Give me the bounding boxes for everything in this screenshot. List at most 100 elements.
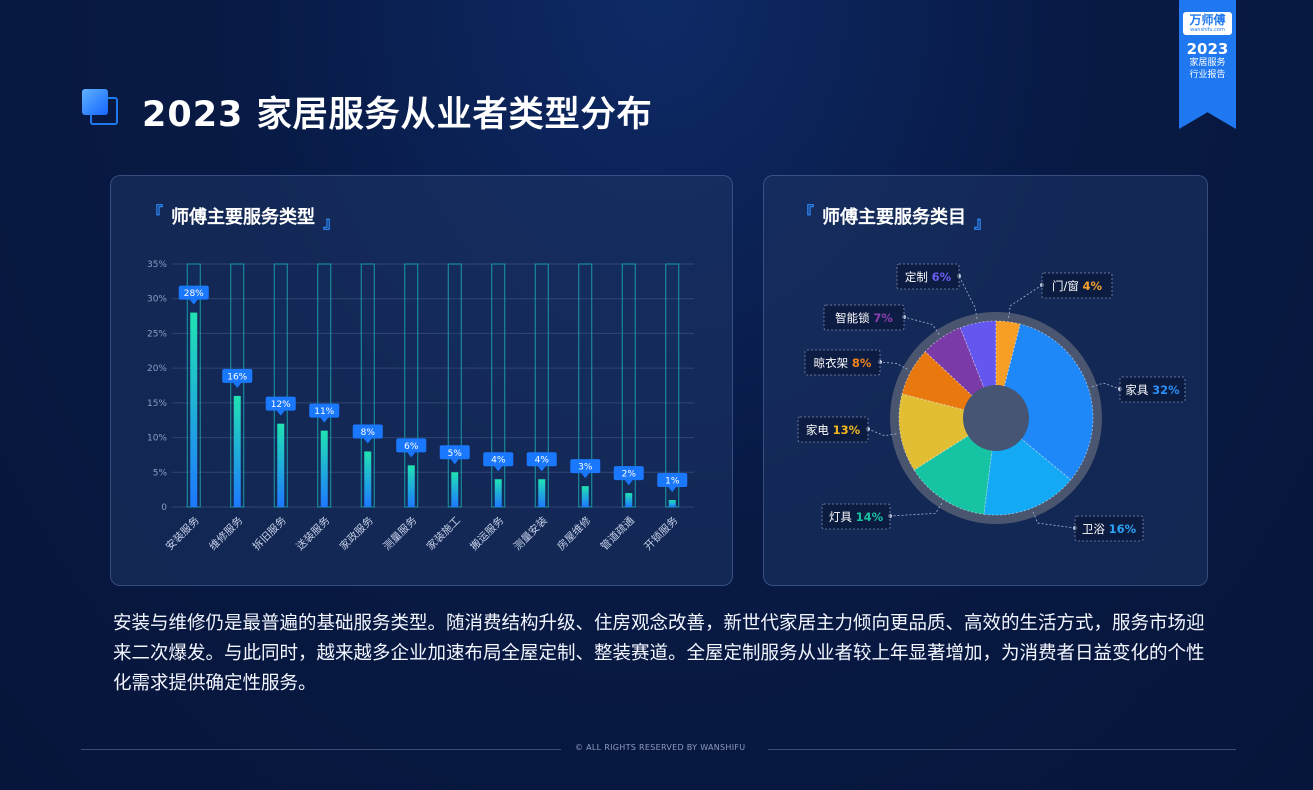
value-badge (483, 452, 514, 467)
y-tick-label: 25% (147, 329, 167, 339)
title-icon (82, 89, 118, 125)
slice-name: 门/窗 (1052, 279, 1083, 293)
bar (233, 395, 241, 507)
bar (364, 451, 372, 507)
ribbon-line1: 家居服务 (1189, 58, 1226, 68)
footer-divider-left (81, 749, 561, 750)
slice-label: 晾衣架 8% (814, 356, 872, 370)
panel-title: 『 师傅主要服务类型 』 (147, 203, 340, 232)
value-label: 12% (271, 400, 291, 410)
value-badge (178, 285, 209, 300)
value-badge-pointer (624, 480, 633, 486)
slice-label-box (1074, 515, 1144, 542)
x-tick-label: 开锁服务 (641, 514, 680, 553)
slice-value: 4% (1083, 279, 1103, 293)
slice-label-box (1119, 376, 1186, 403)
slice-label-box (804, 349, 881, 376)
slice-label: 门/窗 4% (1052, 279, 1103, 293)
service-type-panel: 『 师傅主要服务类型 』 0 5% 10% 15% 20% 25% 30% 35% 28% 安装服… (110, 175, 733, 586)
value-badge (222, 368, 253, 383)
y-tick-label: 30% (147, 295, 167, 305)
x-tick-label: 测量安装 (511, 514, 550, 553)
leader-line (1032, 511, 1076, 529)
slice-name: 定制 (905, 270, 932, 284)
description-text: 安装与维修仍是最普遍的基础服务类型。随消费结构升级、住房观念改善，新世代家居主力… (113, 613, 1205, 694)
slice-name: 家电 (806, 423, 833, 437)
pie-center (963, 385, 1029, 451)
brand-ribbon: 万师傅 wanshifu.com 2023 家居服务 行业报告 (1179, 0, 1236, 129)
slice-label-box (1041, 272, 1113, 299)
ribbon-year: 2023 (1186, 40, 1229, 58)
slice-value: 7% (873, 311, 893, 325)
value-badge (309, 403, 340, 418)
x-tick-label: 搬运服务 (467, 514, 506, 553)
value-label: 1% (665, 477, 680, 487)
value-label: 4% (535, 456, 550, 466)
x-tick-label: 测量服务 (380, 514, 419, 553)
ribbon-line2: 行业报告 (1189, 70, 1226, 80)
x-tick-label: 安装服务 (163, 514, 202, 553)
page-title: 2023 家居服务从业者类型分布 (142, 95, 653, 135)
value-badge (396, 438, 427, 453)
value-badge (439, 445, 470, 460)
x-tick-label: 房屋维修 (554, 514, 593, 553)
slice-label: 卫浴 16% (1082, 522, 1137, 536)
slice-label: 智能锁 7% (835, 311, 893, 325)
x-tick-label: 维修服务 (206, 514, 245, 553)
y-tick-label: 10% (147, 434, 167, 444)
bar (494, 479, 502, 507)
slice-label: 灯具 14% (829, 510, 884, 524)
value-label: 8% (361, 428, 376, 438)
value-badge-pointer (581, 473, 590, 479)
y-tick-label: 5% (153, 468, 168, 478)
slice-name: 智能锁 (835, 311, 873, 325)
slice-name: 灯具 (829, 510, 856, 524)
bar (407, 465, 415, 507)
value-badge-pointer (407, 452, 416, 458)
value-badge (613, 466, 644, 481)
leader-line (1008, 284, 1043, 318)
bar (581, 486, 589, 507)
leader-line (889, 503, 943, 517)
slice-label: 家具 32% (1125, 383, 1180, 397)
bar (190, 312, 198, 507)
leader-line (903, 316, 940, 335)
value-badge-pointer (668, 487, 677, 493)
slice-label-box (823, 304, 905, 331)
x-tick-label: 家装施工 (424, 514, 463, 553)
x-tick-label: 送装服务 (293, 514, 332, 553)
x-tick-label: 管道疏通 (598, 514, 637, 553)
value-badge-pointer (494, 466, 503, 472)
slice-value: 8% (852, 356, 872, 370)
y-tick-label: 15% (147, 399, 167, 409)
x-tick-label: 家政服务 (337, 514, 376, 553)
bar-track (665, 263, 680, 508)
value-label: 16% (227, 372, 247, 382)
slice-value: 32% (1152, 383, 1180, 397)
value-badge (265, 396, 296, 411)
bar-chart: 0 5% 10% 15% 20% 25% 30% 35% 28% 安装服务 16% 维修服务 12% 拆旧… (147, 260, 694, 553)
slice-label-box (896, 263, 960, 290)
value-badge-pointer (189, 299, 198, 305)
value-label: 28% (184, 289, 204, 299)
slice-label: 定制 6% (905, 270, 952, 284)
value-badge-pointer (537, 466, 546, 472)
value-badge (352, 424, 383, 439)
footer-divider-right (768, 749, 1236, 750)
bar (668, 500, 676, 507)
slice-value: 13% (833, 423, 861, 437)
value-badge-pointer (233, 382, 242, 388)
y-tick-label: 35% (147, 260, 167, 270)
value-badge (526, 452, 557, 467)
leader-line (879, 361, 908, 370)
leader-line (958, 275, 978, 319)
value-label: 2% (622, 470, 637, 480)
bar (320, 430, 328, 507)
value-badge-pointer (363, 438, 372, 444)
value-badge-pointer (450, 459, 459, 465)
pie-chart: 家具 32% 卫浴 16% 灯具 14% 家电 13% 晾衣架 8% 智能锁 7% 定制 6… (797, 263, 1186, 542)
slice-value: 14% (856, 510, 884, 524)
value-label: 4% (491, 456, 506, 466)
x-tick-label: 拆旧服务 (250, 514, 289, 553)
bar (451, 472, 459, 507)
